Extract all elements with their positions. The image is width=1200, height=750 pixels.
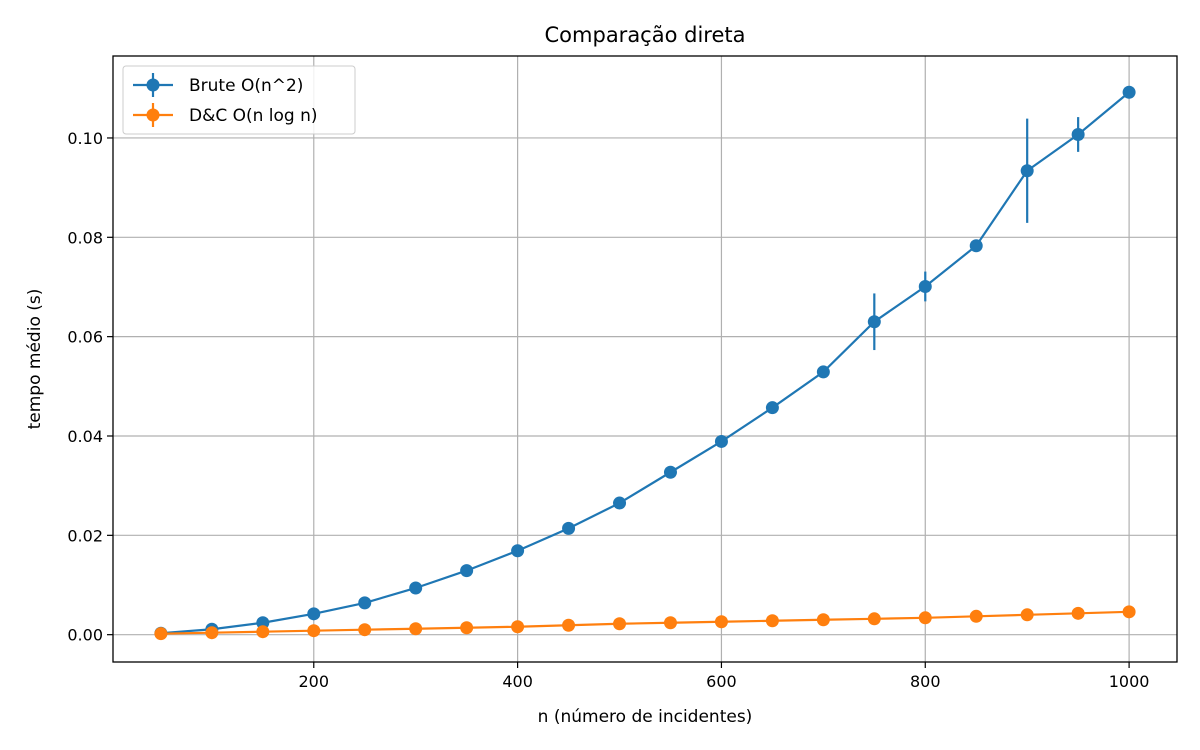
- x-tick-label: 200: [299, 672, 330, 691]
- data-point: [511, 544, 525, 558]
- data-point: [663, 616, 677, 630]
- series-line: [160, 91, 1130, 635]
- data-point: [816, 365, 830, 379]
- series-line: [160, 610, 1130, 635]
- data-point: [816, 613, 830, 627]
- plot-frame: [112, 55, 1178, 663]
- legend-label-brute: Brute O(n^2): [189, 76, 303, 96]
- data-point: [663, 465, 677, 479]
- data-point: [409, 581, 423, 595]
- data-point: [205, 626, 219, 640]
- y-axis-label: tempo médio (s): [25, 289, 45, 430]
- x-tick-label: 1000: [1109, 672, 1150, 691]
- data-point: [1071, 606, 1085, 620]
- y-tick-label: 0.06: [67, 328, 103, 347]
- y-tick-label: 0.08: [67, 228, 103, 247]
- x-axis-label: n (número de incidentes): [538, 707, 753, 727]
- data-point: [562, 521, 576, 535]
- grid: [113, 56, 1177, 662]
- y-tick-label: 0.02: [67, 526, 103, 545]
- data-point: [307, 607, 321, 621]
- x-axis-ticks: 200 400 600 800 1000: [299, 662, 1150, 691]
- data-point: [256, 625, 270, 639]
- chart-title: Comparação direta: [545, 23, 746, 47]
- legend-box: [122, 65, 356, 135]
- data-point: [714, 615, 728, 629]
- data-point: [613, 617, 627, 631]
- x-tick-label: 600: [706, 672, 737, 691]
- series-layer: [154, 85, 1136, 641]
- data-point: [969, 239, 983, 253]
- y-tick-label: 0.04: [67, 427, 103, 446]
- data-point: [1020, 164, 1034, 178]
- legend-label-dc: D&C O(n log n): [189, 106, 318, 126]
- data-point: [969, 609, 983, 623]
- data-point: [1020, 608, 1034, 622]
- data-point: [256, 616, 270, 630]
- legend: Brute O(n^2) D&C O(n log n): [122, 65, 356, 135]
- series-dc: [154, 605, 1136, 641]
- data-point: [511, 620, 525, 634]
- data-point: [867, 612, 881, 626]
- data-point: [460, 621, 474, 635]
- legend-marker-dc: [146, 108, 160, 122]
- data-point: [765, 614, 779, 628]
- data-point: [1071, 127, 1085, 141]
- data-point: [1122, 605, 1136, 619]
- y-tick-label: 0.10: [67, 129, 103, 148]
- data-point: [613, 496, 627, 510]
- x-tick-label: 400: [502, 672, 533, 691]
- data-point: [714, 434, 728, 448]
- data-point: [307, 624, 321, 638]
- data-point: [358, 596, 372, 610]
- data-point: [918, 611, 932, 625]
- y-axis-ticks: 0.00 0.02 0.04 0.06 0.08 0.10: [67, 129, 113, 645]
- data-point: [765, 401, 779, 415]
- data-point: [358, 623, 372, 637]
- data-point: [460, 564, 474, 578]
- data-point: [409, 622, 423, 636]
- data-point: [918, 279, 932, 293]
- legend-marker-brute: [146, 78, 160, 92]
- data-point: [562, 618, 576, 632]
- data-point: [154, 627, 168, 641]
- y-tick-label: 0.00: [67, 626, 103, 645]
- data-point: [867, 315, 881, 329]
- x-tick-label: 800: [910, 672, 941, 691]
- data-point: [1122, 85, 1136, 99]
